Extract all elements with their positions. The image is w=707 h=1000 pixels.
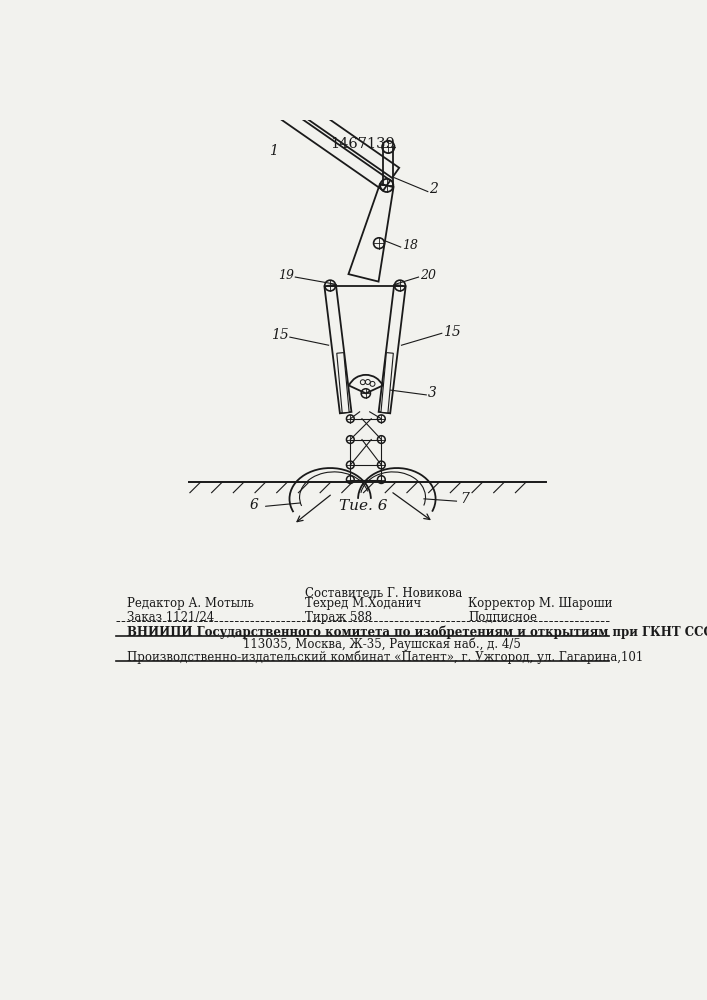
Text: 6: 6: [250, 498, 259, 512]
Text: 19: 19: [278, 269, 293, 282]
Polygon shape: [337, 353, 349, 413]
Text: Производственно-издательский комбинат «Патент», г. Ужгород, ул. Гагарина,101: Производственно-издательский комбинат «П…: [127, 650, 643, 664]
Text: 1: 1: [269, 144, 279, 158]
Text: Корректор М. Шароши: Корректор М. Шароши: [468, 597, 613, 610]
Text: Τие. 6: Τие. 6: [339, 499, 387, 513]
Text: 20: 20: [420, 269, 436, 282]
Text: 1467139: 1467139: [330, 137, 395, 151]
Polygon shape: [381, 353, 393, 413]
Text: Подписное: Подписное: [468, 611, 537, 624]
Text: Техред М.Ходанич: Техред М.Ходанич: [305, 597, 421, 610]
Text: 7: 7: [460, 492, 469, 506]
Text: Тираж 588: Тираж 588: [305, 611, 373, 624]
Text: 113035, Москва, Ж-35, Раушская наб., д. 4/5: 113035, Москва, Ж-35, Раушская наб., д. …: [243, 638, 521, 651]
Text: 15: 15: [443, 325, 461, 339]
Text: 2: 2: [429, 182, 438, 196]
Text: ВНИИПИ Государственного комитета по изобретениям и открытиям при ГКНТ СССР: ВНИИПИ Государственного комитета по изоб…: [127, 625, 707, 639]
Text: Редактор А. Мотыль: Редактор А. Мотыль: [127, 597, 254, 610]
Text: 18: 18: [402, 239, 419, 252]
Text: 15: 15: [271, 328, 288, 342]
Text: Составитель Г. Новикова: Составитель Г. Новикова: [305, 587, 462, 600]
Text: 3: 3: [428, 386, 437, 400]
Text: Заказ 1121/24: Заказ 1121/24: [127, 611, 214, 624]
